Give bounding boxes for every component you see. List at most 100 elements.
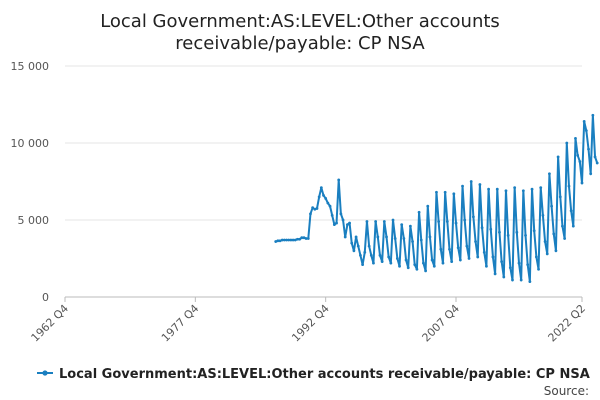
data-point [354,235,358,239]
data-point [463,218,467,222]
data-point [528,280,532,283]
data-point [580,181,584,185]
data-point [500,260,504,263]
data-point [291,238,295,242]
data-point [385,235,388,239]
data-point [285,238,288,242]
data-point [569,209,573,213]
data-point [554,249,558,253]
data-point [404,258,408,262]
data-point [582,120,586,123]
data-point [387,255,391,259]
x-tick-label: 1992 Q4 [289,302,332,345]
chart-title-line-2: receivable/payable: CP NSA [175,33,425,54]
data-point [467,257,471,260]
data-point [393,237,397,240]
data-point [469,180,473,183]
data-point [372,261,375,265]
data-point [448,247,451,251]
data-point [365,220,369,223]
data-point [339,212,343,216]
x-tick-label: 1962 Q4 [29,302,72,345]
data-point [439,247,443,251]
data-point [289,238,293,242]
y-tick-label: 0 [42,291,49,304]
data-point [524,234,527,237]
data-point [593,155,597,159]
data-point [508,266,512,270]
data-point [391,218,395,222]
data-point [474,240,477,243]
data-point [578,160,582,163]
chart-title: Local Government:AS:LEVEL:Other accounts… [100,11,500,54]
data-point [322,193,325,197]
data-point [350,241,354,245]
data-point [276,239,280,243]
data-point [422,261,425,265]
data-point [541,213,545,217]
data-point [532,229,536,233]
data-point [435,190,438,194]
data-point [369,254,373,257]
data-point [491,255,495,259]
data-point [558,195,562,199]
data-point [426,204,430,208]
data-point [589,172,593,176]
data-point [450,260,454,263]
data-point [489,227,493,231]
data-point [534,255,538,259]
data-point [400,223,404,227]
data-point [302,236,306,240]
data-point [565,141,569,145]
data-point [563,237,567,240]
y-axis-ticks: 0 5 000 10 000 15 000 [11,60,50,304]
data-point [274,240,278,243]
data-point [319,186,323,190]
x-tick-label: 1977 Q4 [159,302,202,345]
data-point [437,220,441,223]
data-point [382,220,386,223]
data-point [287,238,291,242]
data-point [517,261,521,265]
data-point [332,223,336,227]
data-point [478,183,482,186]
data-point [511,278,514,282]
data-point [430,258,434,262]
data-point [317,195,321,199]
data-point [359,254,362,257]
data-point [367,244,371,248]
data-point [584,129,588,133]
data-point [315,207,319,210]
data-point [304,237,308,240]
data-point [550,204,553,208]
data-point [545,252,549,256]
x-tick-label: 2022 Q2 [546,302,589,345]
data-point [561,224,564,228]
data-point [283,238,286,242]
data-point [513,186,517,190]
data-point [380,260,384,263]
data-point [374,220,378,223]
data-point [309,212,312,216]
data-point [328,204,332,208]
data-point [493,272,497,276]
data-point [480,226,484,230]
data-point [419,238,423,242]
data-point [595,161,599,165]
series-line [275,114,599,283]
data-point [326,201,330,205]
data-point [352,249,356,253]
data-point [487,187,490,191]
data-point [454,221,458,225]
data-point [543,240,547,243]
data-point [293,238,297,242]
data-point [526,263,530,267]
data-point [502,275,506,279]
data-point [465,244,469,248]
data-point [504,189,508,193]
data-point [537,267,540,271]
data-point [341,218,345,222]
data-point [498,230,501,234]
data-point [428,235,432,239]
